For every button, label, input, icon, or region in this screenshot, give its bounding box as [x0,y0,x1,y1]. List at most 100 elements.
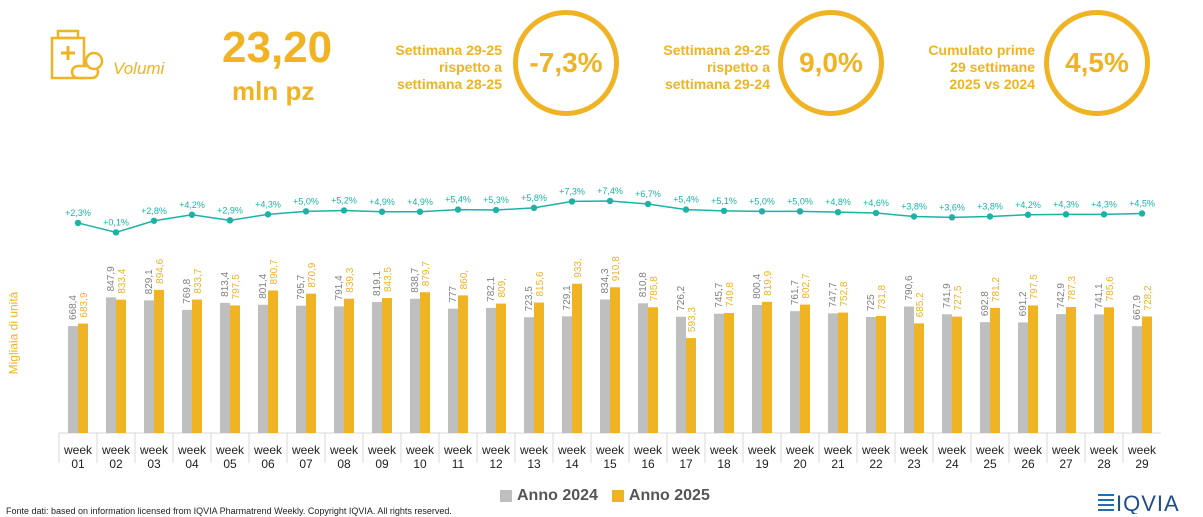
data-label-2025: 843,5 [383,267,394,292]
bar-2025 [534,302,544,433]
x-tick-label: week 15 [595,443,625,471]
growth-point [264,211,272,218]
growth-label: +5,0% [787,196,813,206]
growth-label: +4,3% [255,199,281,209]
data-label-2025: 787,3 [1067,276,1078,301]
kpi-3-line-2: 29 settimane [950,59,1035,75]
kpi-1-line-1: Settimana 29-25 [395,42,502,58]
bar-2024 [106,297,116,433]
bar-2024 [752,304,762,433]
data-label-2025: 752,8 [839,281,850,306]
x-tick-label: week 19 [747,443,777,471]
growth-point [1062,211,1070,218]
data-label-2025: 727,5 [953,285,964,310]
growth-label: +4,3% [1053,199,1079,209]
bar-2024 [676,316,686,433]
data-label-2025: 731,8 [877,284,888,309]
growth-point [530,204,538,212]
bar-2025 [1104,307,1114,433]
bar-2025 [572,283,582,433]
data-label-2024: 838,7 [410,267,421,292]
kpi-1-text: Settimana 29-25 rispetto a settimana 28-… [362,42,502,93]
data-label-2025: 833,4 [117,268,128,293]
data-label-2024: 729,1 [562,285,573,310]
bar-2024 [866,317,876,433]
data-label-2025: 785,8 [649,276,660,301]
legend-swatch-2025 [611,490,624,502]
bar-2025 [1066,307,1076,433]
x-tick-label: week 22 [861,443,891,471]
kpi-2-line-1: Settimana 29-25 [663,42,770,58]
kpi-1-line-2: rispetto a [438,59,502,75]
bar-2024 [68,326,78,433]
x-tick-label: week 28 [1089,443,1119,471]
data-label-2024: 725 [866,294,877,311]
bar-2024 [904,306,914,433]
bar-2024 [1056,314,1066,433]
bar-2025 [420,292,430,433]
data-label-2024: 667,9 [1132,295,1143,320]
total-volume-unit: mln pz [232,76,315,106]
x-tick-label: week 16 [633,443,663,471]
growth-label: +3,6% [939,202,965,212]
bar-2024 [1094,314,1104,433]
data-label-2025: 785,6 [1105,276,1116,301]
kpi-header: Volumi 23,20 mln pz Settimana 29-25 risp… [0,0,1203,130]
x-tick-label: week 06 [253,443,283,471]
x-tick-label: week 29 [1127,443,1157,471]
bar-2025 [268,290,278,433]
data-label-2024: 782,1 [486,276,497,301]
data-label-2024: 769,8 [182,278,193,303]
growth-point [226,217,234,224]
bar-2025 [610,287,620,433]
growth-label: +4,9% [407,197,433,207]
svg-text:IQVIA: IQVIA [1116,491,1180,514]
data-label-2025: 890,7 [269,259,280,284]
growth-point [568,198,576,205]
x-tick-label: week 04 [177,443,207,471]
data-label-2025: 833,7 [193,268,204,293]
growth-label: +5,8% [521,193,547,203]
x-tick-label: week 08 [329,443,359,471]
growth-point [454,206,462,213]
growth-point [1024,211,1032,218]
growth-point [796,208,804,215]
growth-label: +5,2% [331,195,357,205]
kpi-2-line-3: settimana 29-24 [664,76,770,92]
volumes-label: Volumi [113,59,165,78]
pills-box-icon [50,29,104,80]
data-label-2025: 728,2 [1143,285,1154,310]
x-tick-label: week 02 [101,443,131,471]
growth-label: +7,3% [559,186,585,196]
data-label-2024: 668,4 [68,295,79,320]
data-label-2025: 870,9 [307,262,318,287]
x-tick-label: week 24 [937,443,967,471]
data-label-2024: 742,9 [1056,283,1067,308]
bar-2025 [762,301,772,433]
x-tick-label: week 07 [291,443,321,471]
bar-2025 [800,304,810,433]
growth-label: +5,0% [293,196,319,206]
iqvia-logo: IQVIA [1098,491,1180,514]
growth-point [378,208,386,215]
x-tick-label: week 10 [405,443,435,471]
bar-2024 [372,301,382,433]
growth-label: +5,4% [445,195,471,205]
legend-swatch-2024 [500,490,512,502]
data-label-2024: 819,1 [372,270,383,295]
data-label-2024: 747,7 [828,282,839,307]
growth-point [74,219,82,227]
data-label-2024: 847,9 [106,266,117,291]
growth-point [340,207,348,214]
growth-label: +4,2% [179,200,205,210]
data-label-2025: 839,3 [345,267,356,292]
data-label-2025: 819,9 [763,270,774,295]
x-tick-label: week 09 [367,443,397,471]
growth-point [834,208,842,216]
data-label-2024: 795,7 [296,274,307,299]
data-label-2024: 790,6 [904,275,915,300]
legend-item-2025: Anno 2025 [611,487,710,505]
data-label-2025: 802,7 [801,273,812,298]
bar-2024 [144,300,154,433]
kpi-1-circle: -7,3% [513,10,619,116]
